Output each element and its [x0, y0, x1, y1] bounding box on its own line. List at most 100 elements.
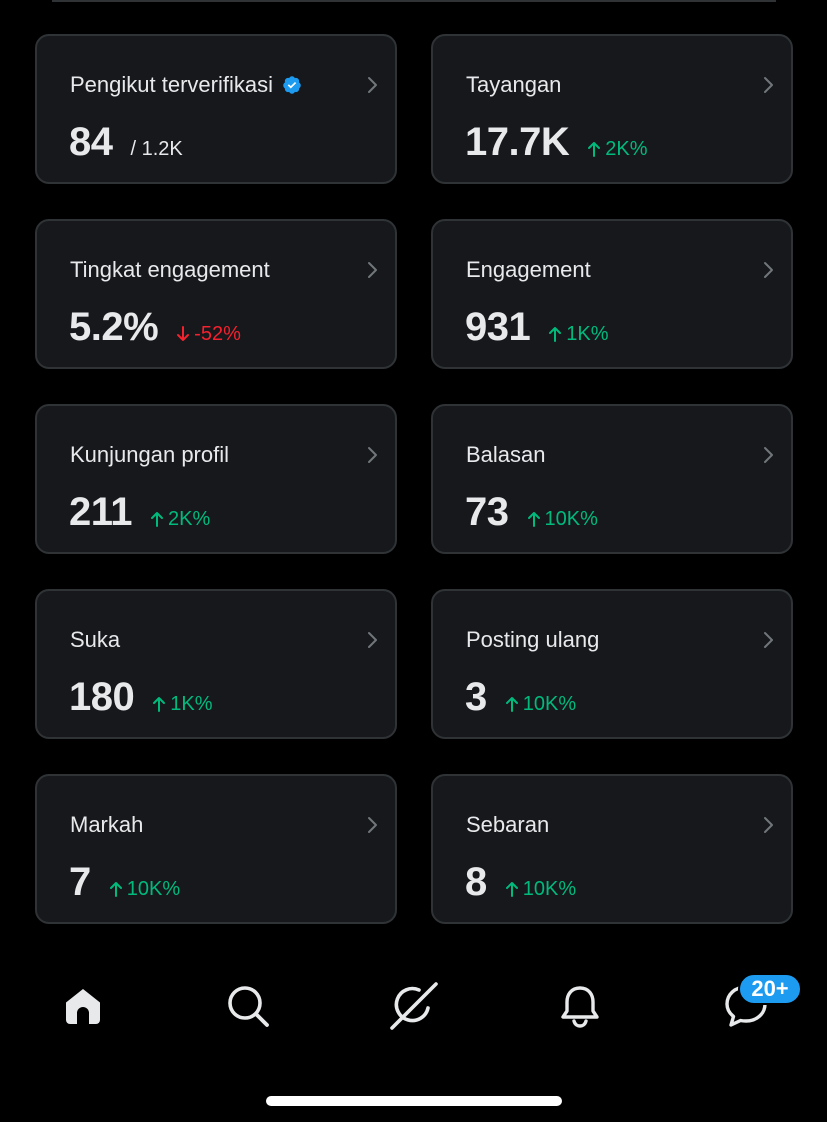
metric-label-wrap: Tingkat engagement — [70, 257, 270, 283]
metric-label: Balasan — [466, 442, 546, 467]
metric-value: 931 — [465, 305, 531, 349]
arrow-up-icon — [109, 882, 122, 897]
metric-change: 10K% — [505, 878, 576, 901]
nav-notifications[interactable] — [554, 980, 606, 1032]
metric-total: / 1.2K — [130, 138, 183, 160]
metric-card-profile-visits[interactable]: Kunjungan profil 211 2K% — [35, 404, 397, 554]
metric-change: 2K% — [150, 508, 210, 531]
metric-change: 1K% — [548, 323, 609, 346]
metric-card-engagement-rate[interactable]: Tingkat engagement 5.2% -52% — [35, 219, 397, 369]
metric-card-replies[interactable]: Balasan 73 10K% — [431, 404, 793, 554]
metric-change-value: -52% — [194, 323, 241, 345]
chevron-right-icon — [368, 262, 377, 278]
metric-change: 2K% — [587, 138, 648, 161]
metric-change-value: 10K% — [522, 878, 577, 900]
arrow-up-icon — [527, 512, 540, 527]
chevron-right-icon — [368, 817, 377, 833]
nav-home[interactable] — [57, 980, 109, 1032]
chevron-right-icon — [368, 447, 377, 463]
bell-icon — [561, 986, 599, 1028]
bottom-nav — [0, 970, 827, 1050]
metric-value: 84 — [69, 120, 113, 164]
metric-value-row: 211 2K% — [69, 490, 210, 535]
metric-change: 10K% — [109, 878, 180, 901]
metric-card-engagement[interactable]: Engagement 931 1K% — [431, 219, 793, 369]
arrow-up-icon — [549, 327, 562, 342]
home-icon — [66, 989, 100, 1024]
search-icon — [228, 986, 269, 1027]
metric-card-shares[interactable]: Sebaran 8 10K% — [431, 774, 793, 924]
grok-icon — [390, 982, 438, 1030]
arrow-up-icon — [588, 142, 601, 157]
metric-value-row: 8 10K% — [465, 860, 576, 905]
metric-change: 10K% — [527, 508, 598, 531]
metric-change-value: 10K% — [544, 508, 598, 530]
metric-label: Suka — [70, 627, 121, 652]
metric-value: 211 — [69, 490, 133, 534]
verified-badge-icon — [283, 76, 301, 94]
metric-card-reposts[interactable]: Posting ulang 3 10K% — [431, 589, 793, 739]
chevron-right-icon — [368, 632, 377, 648]
metric-value: 7 — [69, 860, 91, 904]
metric-label: Kunjungan profil — [70, 442, 230, 467]
metric-label-wrap: Suka — [70, 627, 120, 653]
metric-value: 3 — [465, 675, 487, 719]
chevron-right-icon — [368, 77, 377, 93]
arrow-up-icon — [505, 882, 518, 897]
metric-value-row: 7 10K% — [69, 860, 180, 905]
metric-label: Tingkat engagement — [70, 257, 270, 282]
metric-value-row: 73 10K% — [465, 490, 598, 535]
metric-value-row: 180 1K% — [69, 675, 213, 720]
metric-label: Engagement — [466, 257, 591, 282]
metric-value-row: 17.7K 2K% — [465, 120, 648, 165]
metric-value: 180 — [69, 675, 135, 719]
metric-card-impressions[interactable]: Tayangan 17.7K 2K% — [431, 34, 793, 184]
metric-change-value: 2K% — [168, 508, 211, 530]
metric-label: Pengikut terverifikasi — [70, 72, 273, 97]
metric-label-wrap: Tayangan — [466, 72, 561, 98]
metric-value-row: 84 / 1.2K — [69, 120, 183, 165]
metrics-grid: Pengikut terverifikasi 84 / 1.2K Tayanga… — [35, 34, 793, 924]
metric-change-value: 10K% — [522, 693, 577, 715]
chevron-right-icon — [764, 817, 773, 833]
metric-change-value: 1K% — [566, 323, 609, 345]
metric-value: 8 — [465, 860, 487, 904]
chevron-right-icon — [764, 77, 773, 93]
metric-card-likes[interactable]: Suka 180 1K% — [35, 589, 397, 739]
metric-change: -52% — [176, 323, 241, 346]
arrow-up-icon — [151, 512, 164, 527]
metric-label: Markah — [70, 812, 144, 837]
arrow-up-icon — [153, 697, 166, 712]
metric-label: Tayangan — [466, 72, 562, 97]
metric-label-wrap: Pengikut terverifikasi — [70, 72, 302, 98]
metric-change-value: 10K% — [126, 878, 181, 900]
top-divider — [52, 0, 776, 2]
metric-value-row: 3 10K% — [465, 675, 576, 720]
metric-label-wrap: Kunjungan profil — [70, 442, 229, 468]
nav-grok[interactable] — [388, 980, 440, 1032]
chevron-right-icon — [764, 447, 773, 463]
metric-change-value: 2K% — [605, 138, 648, 160]
metric-label-wrap: Posting ulang — [466, 627, 599, 653]
metric-value: 17.7K — [465, 120, 570, 164]
chevron-right-icon — [764, 262, 773, 278]
chevron-right-icon — [764, 632, 773, 648]
metric-label-wrap: Balasan — [466, 442, 546, 468]
metric-change-value: 1K% — [170, 693, 213, 715]
metric-change: 1K% — [152, 693, 213, 716]
metric-value: 73 — [465, 490, 509, 534]
nav-search[interactable] — [222, 980, 274, 1032]
metric-value: 5.2% — [69, 305, 159, 349]
home-indicator — [266, 1096, 562, 1106]
metric-label-wrap: Engagement — [466, 257, 591, 283]
metric-card-bookmarks[interactable]: Markah 7 10K% — [35, 774, 397, 924]
metric-label: Sebaran — [466, 812, 550, 837]
metric-label-wrap: Sebaran — [466, 812, 549, 838]
metric-label: Posting ulang — [466, 627, 600, 652]
metric-change: 10K% — [505, 693, 576, 716]
metric-label-wrap: Markah — [70, 812, 143, 838]
messages-badge: 20+ — [738, 973, 802, 1005]
metric-card-verified-followers[interactable]: Pengikut terverifikasi 84 / 1.2K — [35, 34, 397, 184]
metric-value-row: 5.2% -52% — [69, 305, 241, 350]
arrow-up-icon — [505, 697, 518, 712]
